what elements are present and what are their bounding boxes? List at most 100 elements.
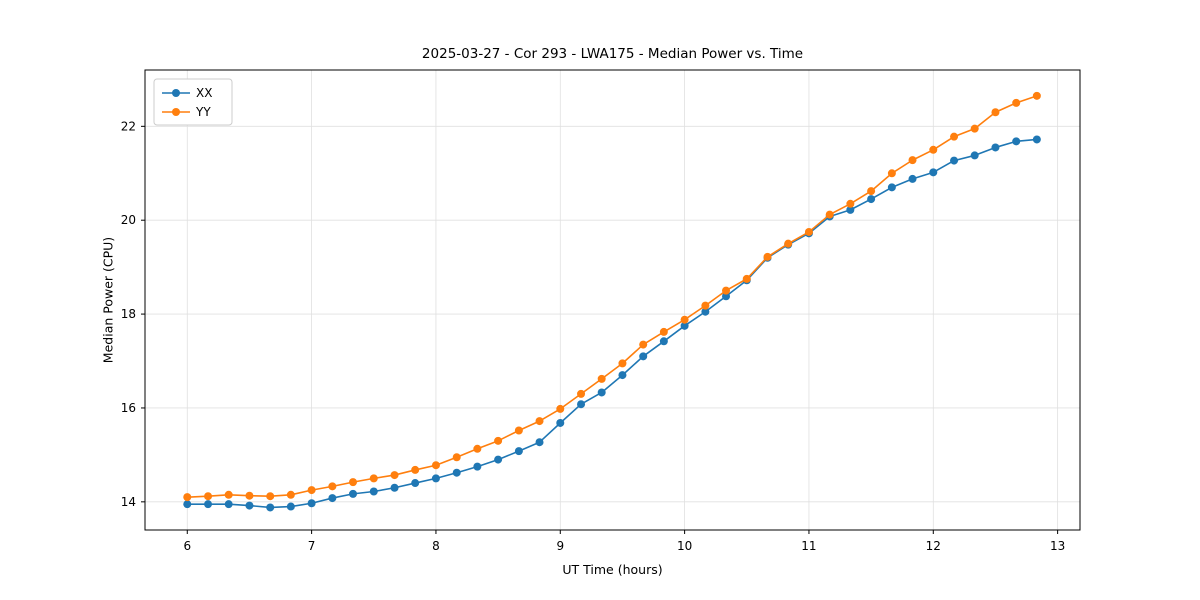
- data-point-YY: [722, 286, 731, 295]
- data-point-XX: [390, 483, 399, 492]
- data-point-XX: [577, 400, 586, 409]
- y-tick-label: 18: [121, 307, 136, 321]
- data-point-XX: [1012, 137, 1021, 146]
- data-point-YY: [639, 340, 648, 349]
- legend-label-XX: XX: [196, 86, 212, 100]
- data-point-YY: [784, 239, 793, 248]
- data-point-YY: [846, 199, 855, 208]
- data-point-YY: [887, 169, 896, 178]
- data-point-YY: [369, 474, 378, 483]
- x-axis-label: UT Time (hours): [562, 562, 663, 577]
- y-axis-label: Median Power (CPU): [100, 236, 116, 364]
- data-point-XX: [618, 371, 627, 380]
- data-point-YY: [535, 417, 544, 426]
- data-point-YY: [1012, 98, 1021, 107]
- data-point-XX: [659, 337, 668, 346]
- data-point-XX: [328, 494, 337, 503]
- data-point-YY: [908, 156, 917, 165]
- data-point-XX: [514, 447, 523, 456]
- data-point-YY: [701, 301, 710, 310]
- data-point-XX: [680, 321, 689, 330]
- data-point-YY: [556, 404, 565, 413]
- x-tick-label: 7: [308, 539, 316, 553]
- y-tick-label: 22: [121, 119, 136, 133]
- data-point-XX: [597, 388, 606, 397]
- data-point-XX: [991, 143, 1000, 152]
- x-tick-label: 6: [183, 539, 191, 553]
- data-point-XX: [887, 183, 896, 192]
- data-point-YY: [183, 493, 192, 502]
- data-point-XX: [224, 500, 233, 509]
- data-point-XX: [349, 489, 358, 498]
- data-point-YY: [970, 124, 979, 133]
- data-point-YY: [452, 453, 461, 462]
- data-point-YY: [1032, 91, 1041, 100]
- data-point-YY: [494, 436, 503, 445]
- data-point-YY: [245, 491, 254, 500]
- data-point-YY: [204, 492, 213, 501]
- data-point-XX: [307, 499, 316, 508]
- legend-marker-XX: [172, 89, 180, 97]
- data-point-XX: [556, 418, 565, 427]
- data-point-YY: [266, 492, 275, 501]
- data-point-XX: [535, 438, 544, 447]
- data-point-YY: [991, 108, 1000, 117]
- data-point-YY: [929, 145, 938, 154]
- data-point-XX: [286, 502, 295, 511]
- x-tick-label: 8: [432, 539, 440, 553]
- data-point-XX: [846, 205, 855, 214]
- y-tick-label: 20: [121, 213, 136, 227]
- x-tick-label: 11: [801, 539, 816, 553]
- data-point-XX: [431, 474, 440, 483]
- data-point-YY: [659, 327, 668, 336]
- data-point-XX: [867, 195, 876, 204]
- data-point-XX: [929, 168, 938, 177]
- data-point-YY: [390, 471, 399, 480]
- plot-border: [144, 69, 1081, 531]
- data-point-YY: [514, 426, 523, 435]
- series-line-YY: [186, 95, 1038, 498]
- legend-box: [153, 78, 233, 126]
- y-tick-label: 14: [121, 495, 136, 509]
- data-point-YY: [224, 490, 233, 499]
- series-line-XX: [186, 138, 1038, 509]
- data-point-XX: [494, 455, 503, 464]
- data-point-YY: [825, 210, 834, 219]
- data-point-XX: [245, 501, 254, 510]
- data-point-YY: [577, 389, 586, 398]
- data-point-YY: [867, 187, 876, 196]
- data-point-YY: [680, 315, 689, 324]
- data-point-XX: [411, 479, 420, 488]
- data-point-XX: [204, 500, 213, 509]
- data-point-YY: [763, 252, 772, 261]
- data-point-XX: [950, 156, 959, 165]
- data-point-YY: [597, 374, 606, 383]
- legend-marker-YY: [172, 108, 180, 116]
- x-tick-label: 13: [1050, 539, 1065, 553]
- x-tick-label: 12: [926, 539, 941, 553]
- data-point-YY: [473, 444, 482, 453]
- data-point-XX: [369, 487, 378, 496]
- data-point-XX: [266, 503, 275, 512]
- legend-label-YY: YY: [195, 105, 211, 119]
- data-point-YY: [286, 490, 295, 499]
- data-point-XX: [701, 307, 710, 316]
- data-point-XX: [639, 352, 648, 361]
- data-point-YY: [431, 461, 440, 470]
- x-tick-label: 10: [677, 539, 692, 553]
- data-point-YY: [307, 486, 316, 495]
- data-point-XX: [722, 292, 731, 301]
- chart-title: 2025-03-27 - Cor 293 - LWA175 - Median P…: [421, 46, 804, 62]
- data-point-XX: [1032, 135, 1041, 144]
- data-point-XX: [473, 462, 482, 471]
- data-point-YY: [804, 227, 813, 236]
- data-point-XX: [452, 468, 461, 477]
- data-point-YY: [742, 274, 751, 283]
- data-point-YY: [618, 359, 627, 368]
- data-point-YY: [411, 465, 420, 474]
- data-point-YY: [328, 482, 337, 491]
- data-point-XX: [183, 500, 192, 509]
- data-point-YY: [349, 478, 358, 487]
